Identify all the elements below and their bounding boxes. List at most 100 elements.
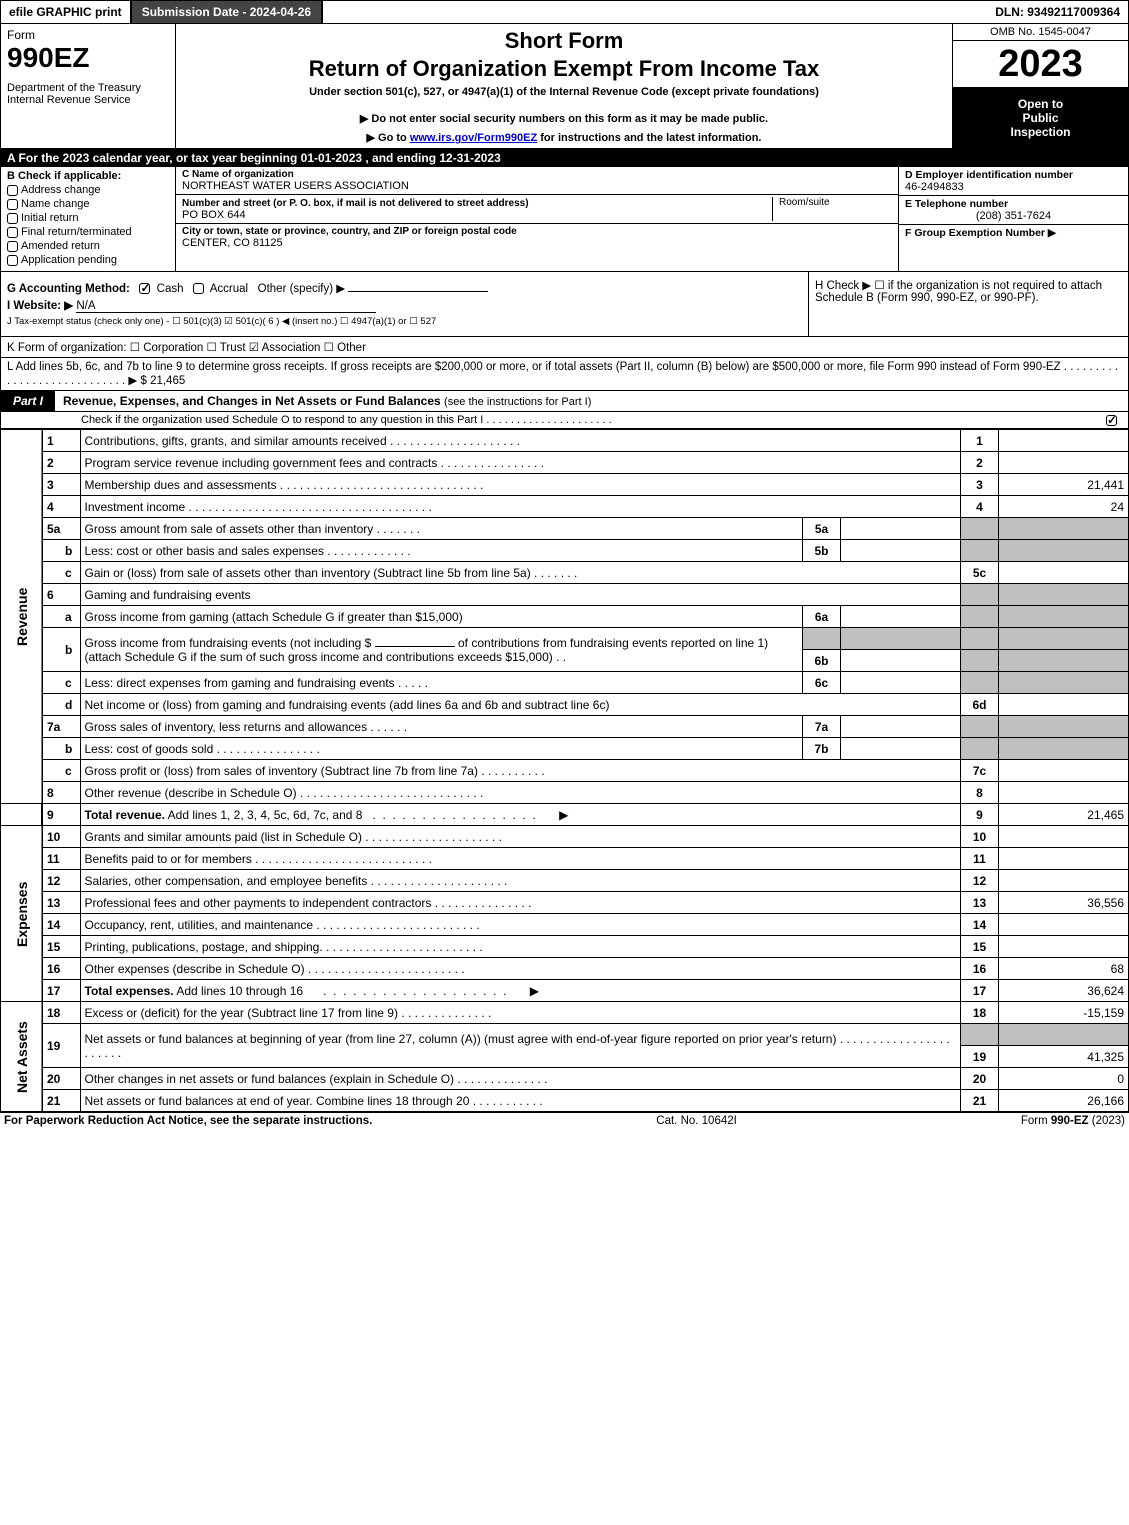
subtitle: Under section 501(c), 527, or 4947(a)(1)…: [182, 86, 946, 98]
efile-print-button[interactable]: efile GRAPHIC print: [1, 1, 132, 23]
line-3-desc: Membership dues and assessments . . . . …: [80, 474, 961, 496]
chk-amended[interactable]: Amended return: [21, 240, 169, 252]
line-13-val: 36,556: [999, 892, 1129, 914]
line-2-desc: Program service revenue including govern…: [80, 452, 961, 474]
topbar-spacer: [323, 1, 987, 23]
goto-post: for instructions and the latest informat…: [537, 132, 761, 144]
line-16-val: 68: [999, 958, 1129, 980]
chk-initial-return[interactable]: Initial return: [21, 212, 169, 224]
form-label: Form: [7, 28, 169, 42]
part-i-table: Revenue 1Contributions, gifts, grants, a…: [0, 429, 1129, 1112]
line-17-val: 36,624: [999, 980, 1129, 1002]
return-title: Return of Organization Exempt From Incom…: [182, 56, 946, 82]
ssn-warning: ▶ Do not enter social security numbers o…: [182, 112, 946, 125]
line-11-val: [999, 848, 1129, 870]
line-18-val: -15,159: [999, 1002, 1129, 1024]
section-b: B Check if applicable: Address change Na…: [1, 167, 176, 271]
line-3-val: 21,441: [999, 474, 1129, 496]
chk-name-change[interactable]: Name change: [21, 198, 169, 210]
line-8-val: [999, 782, 1129, 804]
line-14-desc: Occupancy, rent, utilities, and maintena…: [80, 914, 961, 936]
room-suite-label: Room/suite: [772, 197, 892, 221]
line-9-val: 21,465: [999, 804, 1129, 826]
section-ghij: G Accounting Method: Cash Accrual Other …: [0, 272, 1129, 337]
line-7b-desc: Less: cost of goods sold . . . . . . . .…: [80, 738, 803, 760]
line-9-desc: Total revenue. Total revenue. Add lines …: [80, 804, 961, 826]
line-6-desc: Gaming and fundraising events: [80, 584, 961, 606]
line-6d-desc: Net income or (loss) from gaming and fun…: [80, 694, 961, 716]
line-16-desc: Other expenses (describe in Schedule O) …: [80, 958, 961, 980]
irs-link[interactable]: www.irs.gov/Form990EZ: [410, 132, 537, 144]
line-21-desc: Net assets or fund balances at end of ye…: [80, 1090, 961, 1112]
dln: DLN: 93492117009364: [987, 1, 1128, 23]
header-center: Short Form Return of Organization Exempt…: [176, 24, 953, 148]
line-17-desc: Total expenses. Add lines 10 through 16 …: [80, 980, 961, 1002]
c-name-label: C Name of organization: [182, 169, 888, 180]
form-header: Form 990EZ Department of the Treasury In…: [0, 24, 1129, 149]
line-1-val: [999, 430, 1129, 452]
line-7c-val: [999, 760, 1129, 782]
chk-address-change[interactable]: Address change: [21, 184, 169, 196]
chk-pending[interactable]: Application pending: [21, 254, 169, 266]
line-4-desc: Investment income . . . . . . . . . . . …: [80, 496, 961, 518]
part-i-tab: Part I: [1, 391, 55, 411]
line-19-val: 41,325: [999, 1046, 1129, 1068]
section-def: D Employer identification number 46-2494…: [898, 167, 1128, 271]
line-11-desc: Benefits paid to or for members . . . . …: [80, 848, 961, 870]
section-bcd: B Check if applicable: Address change Na…: [0, 167, 1129, 272]
line-13-desc: Professional fees and other payments to …: [80, 892, 961, 914]
line-4-val: 24: [999, 496, 1129, 518]
submission-date: Submission Date - 2024-04-26: [132, 1, 323, 23]
line-8-desc: Other revenue (describe in Schedule O) .…: [80, 782, 961, 804]
omb-number: OMB No. 1545-0047: [953, 24, 1128, 41]
chk-final-return[interactable]: Final return/terminated: [21, 226, 169, 238]
netassets-sidelabel: Net Assets: [1, 1002, 43, 1112]
line-20-val: 0: [999, 1068, 1129, 1090]
open-line1: Open to: [957, 97, 1124, 111]
part-i-title: Revenue, Expenses, and Changes in Net As…: [55, 394, 591, 408]
org-street: PO BOX 644: [182, 209, 246, 221]
line-1-desc: Contributions, gifts, grants, and simila…: [80, 430, 961, 452]
header-right: OMB No. 1545-0047 2023 Open to Public In…: [953, 24, 1128, 148]
department: Department of the Treasury Internal Reve…: [7, 82, 169, 106]
d-header: D Employer identification number: [905, 169, 1122, 181]
open-line3: Inspection: [957, 125, 1124, 139]
line-15-val: [999, 936, 1129, 958]
line-12-desc: Salaries, other compensation, and employ…: [80, 870, 961, 892]
line-i: I Website: ▶ N/A: [7, 298, 802, 313]
line-7a-desc: Gross sales of inventory, less returns a…: [80, 716, 803, 738]
org-city: CENTER, CO 81125: [182, 237, 892, 249]
chk-schedule-o[interactable]: [1106, 415, 1117, 426]
line-5c-val: [999, 562, 1129, 584]
goto-pre: ▶ Go to: [367, 132, 410, 144]
line-k: K Form of organization: ☐ Corporation ☐ …: [0, 337, 1129, 358]
b-header: B Check if applicable:: [7, 170, 169, 182]
f-header: F Group Exemption Number ▶: [905, 227, 1122, 239]
line-j: J Tax-exempt status (check only one) - ☐…: [7, 316, 802, 327]
gross-receipts: 21,465: [150, 375, 185, 387]
website-value: N/A: [76, 300, 376, 313]
part-i-bar: Part I Revenue, Expenses, and Changes in…: [0, 391, 1129, 412]
chk-cash[interactable]: [139, 283, 150, 294]
line-12-val: [999, 870, 1129, 892]
line-g: G Accounting Method: Cash Accrual Other …: [7, 281, 802, 295]
telephone: (208) 351-7624: [905, 210, 1122, 222]
line-5a-desc: Gross amount from sale of assets other t…: [80, 518, 803, 540]
section-c: C Name of organization NORTHEAST WATER U…: [176, 167, 898, 271]
c-city-label: City or town, state or province, country…: [182, 226, 888, 237]
section-a: A For the 2023 calendar year, or tax yea…: [0, 149, 1129, 167]
line-15-desc: Printing, publications, postage, and shi…: [80, 936, 961, 958]
line-5c-desc: Gain or (loss) from sale of assets other…: [80, 562, 961, 584]
part-i-check: Check if the organization used Schedule …: [0, 412, 1129, 429]
tax-year: 2023: [953, 41, 1128, 88]
header-left: Form 990EZ Department of the Treasury In…: [1, 24, 176, 148]
page-footer: For Paperwork Reduction Act Notice, see …: [0, 1112, 1129, 1129]
line-h: H Check ▶ ☐ if the organization is not r…: [808, 272, 1128, 336]
chk-accrual[interactable]: [193, 283, 204, 294]
form-number: 990EZ: [7, 42, 169, 74]
ein: 46-2494833: [905, 181, 1122, 193]
line-21-val: 26,166: [999, 1090, 1129, 1112]
line-6a-desc: Gross income from gaming (attach Schedul…: [80, 606, 803, 628]
line-6b-desc: Gross income from fundraising events (no…: [80, 628, 803, 672]
line-14-val: [999, 914, 1129, 936]
